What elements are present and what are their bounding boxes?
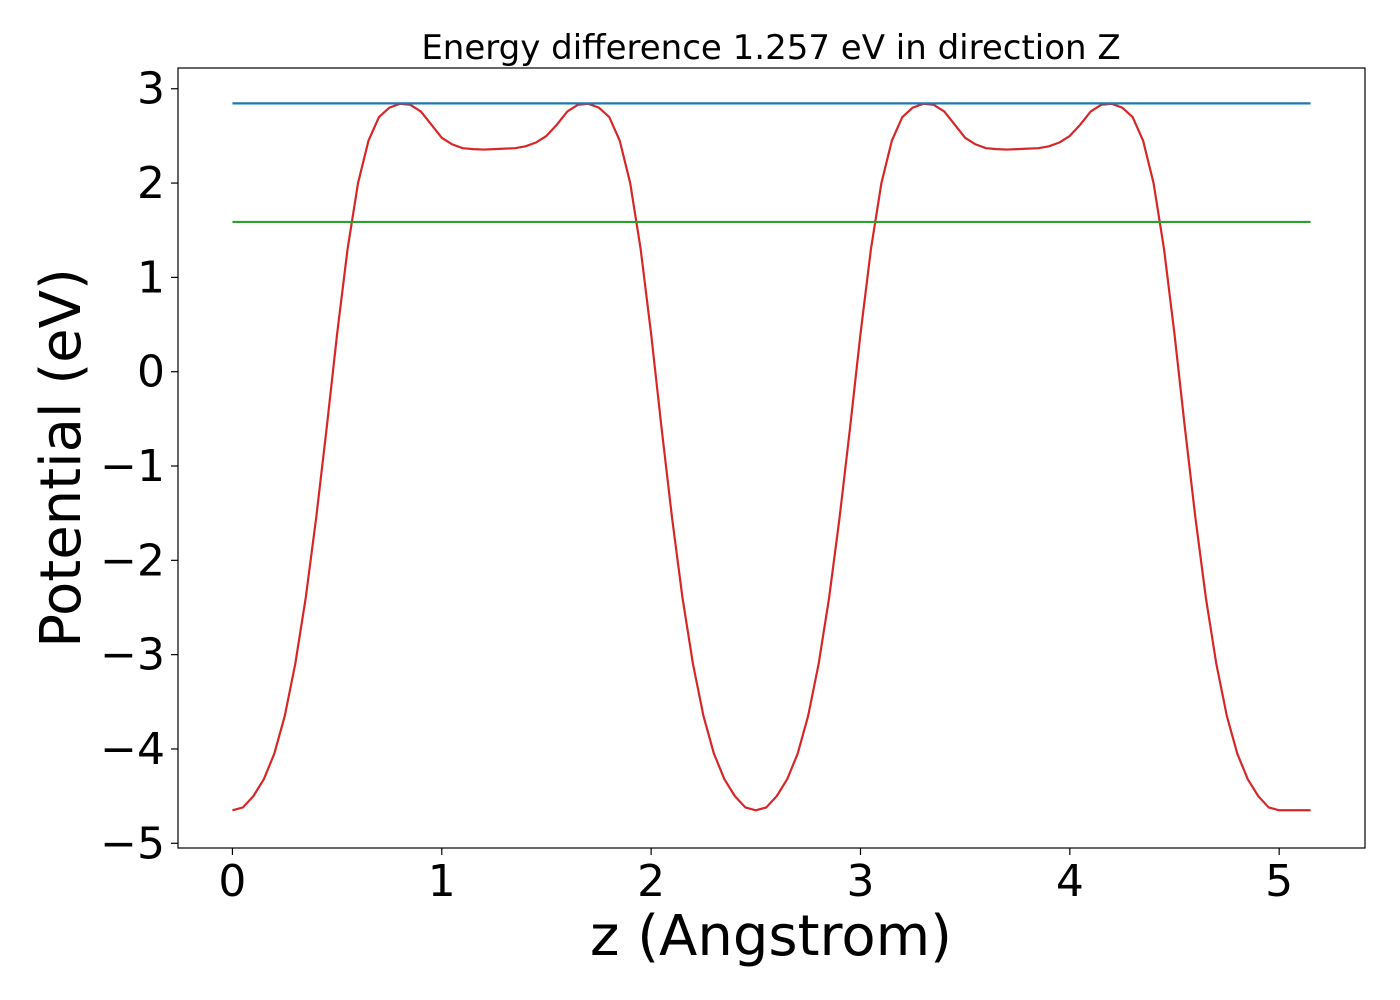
y-tick-label: −2 <box>100 535 165 586</box>
y-tick-label: −5 <box>100 818 165 869</box>
plot-frame <box>177 67 1366 849</box>
y-tick-label: −3 <box>100 630 165 681</box>
x-axis-ticks: 0 1 2 3 4 5 <box>218 848 1293 907</box>
y-axis-ticks: −5 −4 −3 −2 −1 0 1 2 3 <box>100 64 178 869</box>
y-tick-label: 3 <box>137 64 165 115</box>
x-tick-label: 2 <box>637 856 665 907</box>
x-axis-label: z (Angstrom) <box>590 904 952 969</box>
x-tick-label: 1 <box>428 856 456 907</box>
x-tick-label: 0 <box>218 856 246 907</box>
x-tick-label: 5 <box>1265 856 1293 907</box>
y-tick-label: 2 <box>137 158 165 209</box>
chart-title: Energy difference 1.257 eV in direction … <box>421 28 1120 68</box>
plot-area <box>177 67 1366 849</box>
y-tick-label: −1 <box>100 441 165 492</box>
y-axis-label: Potential (eV) <box>29 268 94 648</box>
x-tick-label: 4 <box>1056 856 1084 907</box>
series-line-0 <box>232 102 1311 812</box>
y-tick-label: 0 <box>137 347 165 398</box>
y-tick-label: −4 <box>100 724 165 775</box>
series-layer <box>232 102 1311 812</box>
y-tick-label: 1 <box>137 252 165 303</box>
x-tick-label: 3 <box>846 856 874 907</box>
